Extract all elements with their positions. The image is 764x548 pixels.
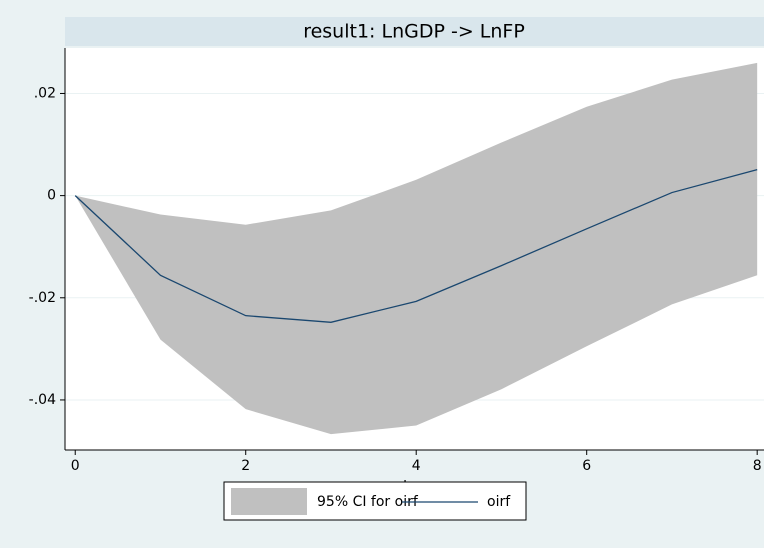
y-tick-label: -.04: [29, 392, 56, 408]
x-tick-label: 8: [753, 458, 762, 474]
legend-label: 95% CI for oirf: [317, 494, 419, 510]
x-tick-label: 6: [582, 458, 591, 474]
line: [74, 168, 758, 323]
y-tick-label: 0: [47, 188, 56, 204]
title-bar: [65, 17, 764, 46]
chart-title: result1: LnGDP -> LnFP: [303, 21, 525, 43]
legend-swatch: [231, 488, 307, 515]
y-tick-label: -.02: [29, 290, 56, 306]
ci-band: [75, 62, 758, 435]
plot: [65, 62, 764, 435]
x-tick-label: 2: [241, 458, 250, 474]
legend-label: oirf: [487, 494, 511, 510]
x-tick-label: 0: [71, 458, 80, 474]
y-tick-label: .02: [34, 85, 56, 101]
x-tick-label: 4: [412, 458, 421, 474]
